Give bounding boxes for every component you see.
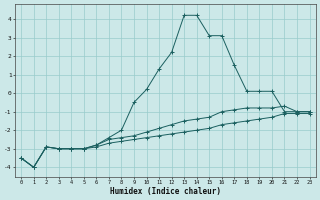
X-axis label: Humidex (Indice chaleur): Humidex (Indice chaleur)	[110, 187, 221, 196]
